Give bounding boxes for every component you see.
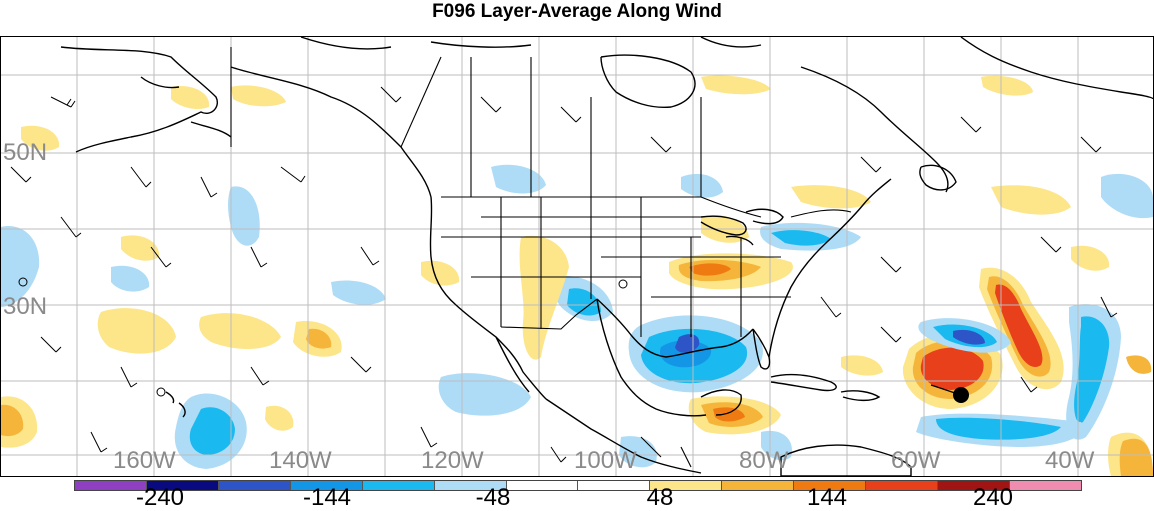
colorbar-swatch <box>722 481 795 490</box>
map-title: F096 Layer-Average Along Wind <box>432 1 722 22</box>
colorbar-swatch <box>362 481 435 490</box>
colorbar <box>74 480 1082 491</box>
colorbar-swatch <box>75 481 147 490</box>
lat-label-30n: 30N <box>3 293 48 320</box>
colorbar-swatch <box>506 481 579 490</box>
colorbar-swatch <box>218 481 291 490</box>
colorbar-label: 48 <box>646 484 674 511</box>
map-canvas <box>1 37 1153 476</box>
anomaly-shading <box>1 75 1153 476</box>
colorbar-swatch <box>794 481 867 490</box>
colorbar-swatch <box>290 481 363 490</box>
graticule <box>1 37 1153 476</box>
wind-barbs <box>10 86 1118 463</box>
colorbar-label: 240 <box>972 484 1014 511</box>
lon-label-160w: 160W <box>113 447 176 474</box>
lon-label-80w: 80W <box>739 447 789 474</box>
storm-center-barb <box>930 384 962 396</box>
lon-label-140w: 140W <box>269 447 332 474</box>
weather-map: 50N 30N 160W 140W 120W 100W 80W 60W 40W <box>0 36 1154 477</box>
calm-wind-marker <box>618 279 628 289</box>
colorbar-label: 144 <box>806 484 848 511</box>
lon-label-60w: 60W <box>891 447 941 474</box>
colorbar-label: -144 <box>302 484 352 511</box>
colorbar-swatch <box>1009 481 1081 490</box>
colorbar-swatch <box>866 481 939 490</box>
lat-label-50n: 50N <box>3 139 48 166</box>
coastlines <box>60 37 1153 476</box>
colorbar-swatch <box>434 481 507 490</box>
calm-wind-marker <box>156 387 166 397</box>
colorbar-swatch <box>578 481 651 490</box>
calm-wind-marker <box>18 277 28 287</box>
borders <box>230 47 852 468</box>
colorbar-label: -48 <box>475 484 511 511</box>
colorbar-label: -240 <box>135 484 185 511</box>
lon-label-40w: 40W <box>1045 447 1095 474</box>
colorbar-swatch <box>650 481 723 490</box>
lon-label-120w: 120W <box>421 447 484 474</box>
colorbar-swatch <box>146 481 219 490</box>
colorbar-swatch <box>938 481 1010 490</box>
lon-label-100w: 100W <box>574 447 637 474</box>
